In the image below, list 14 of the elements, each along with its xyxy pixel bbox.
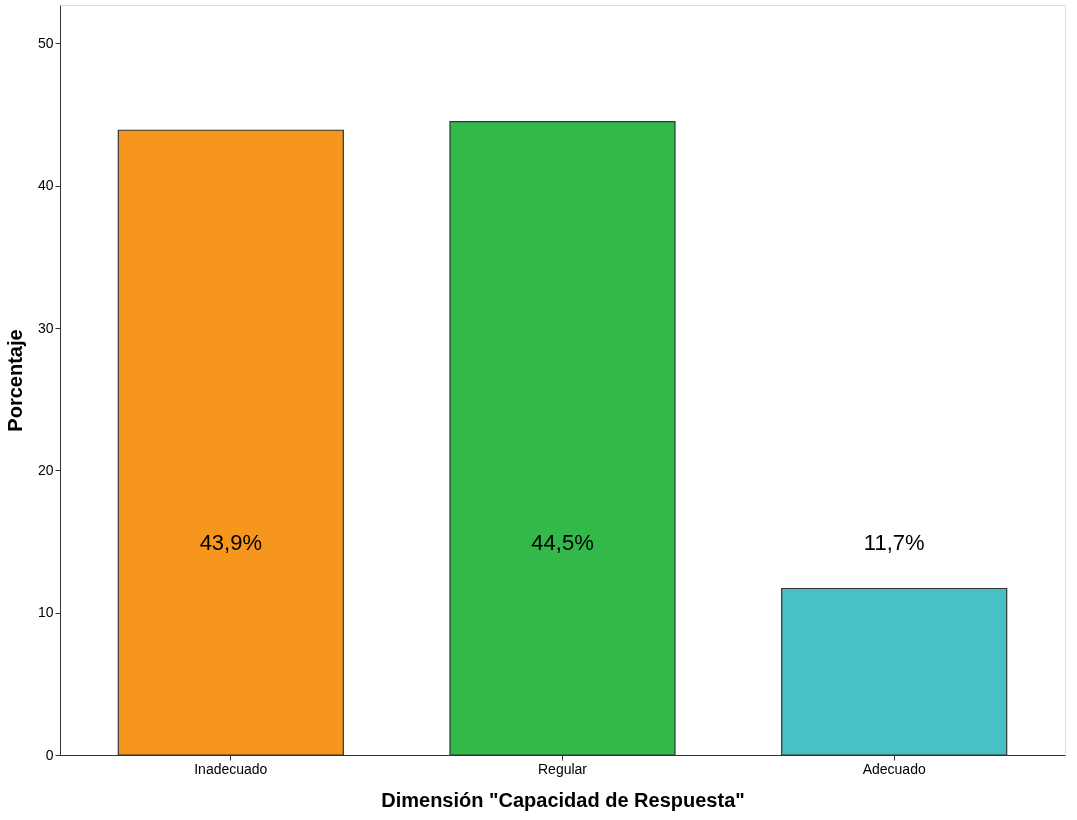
data-label: 44,5% bbox=[531, 530, 594, 556]
y-tick-label: 10 bbox=[37, 604, 54, 621]
x-axis-title: Dimensión "Capacidad de Respuesta" bbox=[381, 788, 745, 811]
x-tick-label: Adecuado bbox=[862, 760, 926, 777]
y-tick-label: 40 bbox=[37, 177, 54, 194]
y-tick-label: 0 bbox=[45, 746, 54, 763]
y-tick-label: 30 bbox=[37, 319, 54, 336]
data-label: 43,9% bbox=[199, 530, 263, 556]
y-axis-title: Porcentaje bbox=[3, 329, 26, 432]
x-tick-label: Inadecuado bbox=[194, 760, 268, 777]
x-tick-label: Regular bbox=[537, 760, 588, 777]
data-label: 11,7% bbox=[863, 530, 925, 556]
y-tick-label: 50 bbox=[37, 34, 54, 51]
y-tick-label: 20 bbox=[37, 461, 54, 478]
